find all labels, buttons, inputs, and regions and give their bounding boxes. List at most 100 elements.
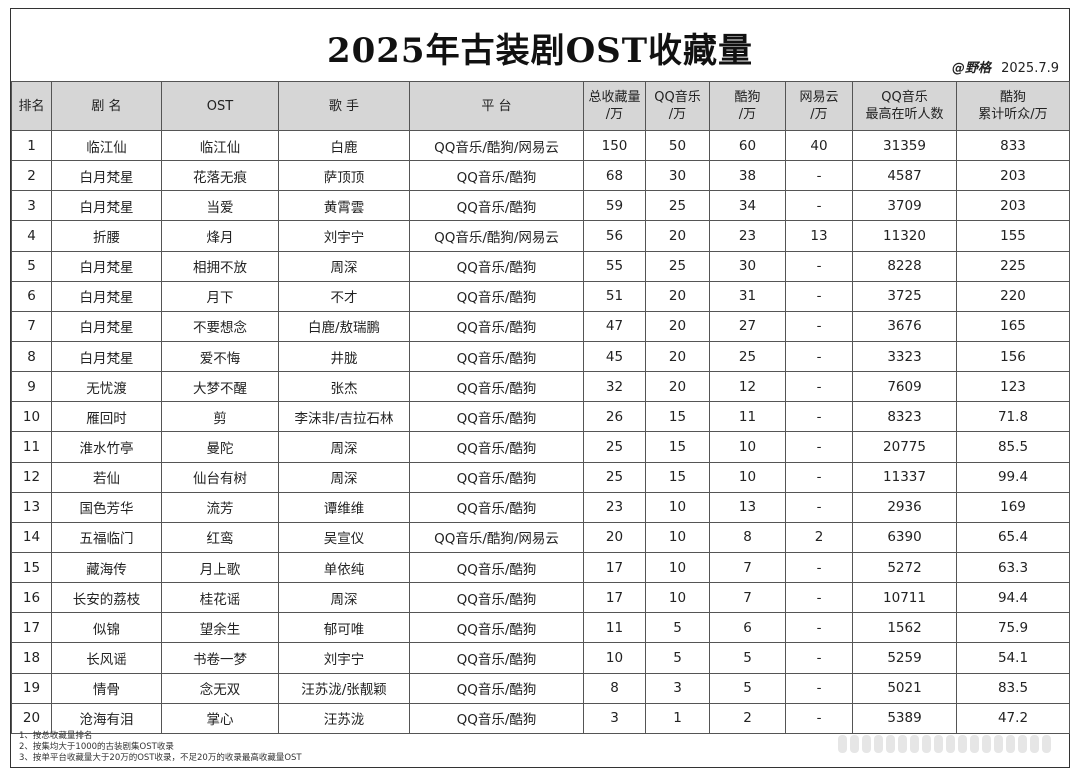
table-cell: - — [785, 160, 853, 192]
table-cell: 13 — [785, 220, 853, 252]
table-cell: 20 — [645, 371, 710, 403]
table-cell: 汪苏泷/张靓颖 — [278, 672, 410, 704]
table-cell: 五福临门 — [51, 521, 162, 553]
table-cell: 15 — [645, 431, 710, 463]
table-row: 1 临江仙 临江仙 白鹿 QQ音乐/酷狗/网易云 150 50 60 40 31359 833 — [11, 129, 1070, 162]
table-cell: 65.4 — [956, 521, 1070, 553]
footnote: 1、按总收藏量排名 — [19, 731, 93, 741]
table-cell: - — [785, 551, 853, 584]
table-cell: QQ音乐/酷狗/网易云 — [409, 220, 584, 252]
table-cell: 32 — [583, 371, 646, 403]
table-cell: 8228 — [852, 250, 957, 282]
title-bar: 2025年古装剧OST收藏量 @野格 2025.7.9 — [11, 9, 1069, 82]
table-cell: 2 — [709, 702, 786, 734]
table-cell: 国色芳华 — [51, 491, 162, 523]
table-row: 12 若仙 仙台有树 周深 QQ音乐/酷狗 25 15 10-11337 99.4 — [11, 461, 1070, 493]
table-cell: 刘宇宁 — [278, 642, 410, 674]
table-cell: 59 — [583, 190, 646, 222]
watermark — [838, 735, 1051, 753]
table-cell: 白月梵星 — [51, 190, 162, 222]
table-cell: 16 — [11, 582, 52, 614]
table-cell: 白月梵星 — [51, 310, 162, 342]
table-cell: 25 — [645, 190, 710, 222]
table-cell: 20 — [645, 280, 710, 312]
table-cell: 井胧 — [278, 340, 410, 373]
table-cell: 63.3 — [956, 551, 1070, 584]
table-cell: 临江仙 — [51, 129, 162, 162]
table-cell: 吴宣仪 — [278, 521, 410, 553]
table-cell: 4587 — [852, 160, 957, 192]
table-cell: QQ音乐/酷狗 — [409, 672, 584, 704]
table-cell: QQ音乐/酷狗 — [409, 642, 584, 674]
column-header: 总收藏量/万 — [583, 81, 646, 131]
ost-ranking-table: 排名剧 名 OST 歌 手平 台总收藏量/万 QQ音乐/万 酷狗/万 网易云/万 QQ音乐最… — [11, 81, 1070, 734]
table-row: 6 白月梵星 月下 不才 QQ音乐/酷狗 51 20 31-3725 220 — [11, 280, 1070, 312]
table-cell: 望余生 — [161, 612, 279, 644]
table-cell: 71.8 — [956, 401, 1070, 433]
table-row: 18 长风谣 书卷一梦 刘宇宁 QQ音乐/酷狗 10 5 5-5259 54.1 — [11, 642, 1070, 674]
table-frame: 2025年古装剧OST收藏量 @野格 2025.7.9 排名 剧 名 OST 歌 手 平… — [10, 8, 1070, 768]
table-cell: 10711 — [852, 582, 957, 614]
table-cell: 68 — [583, 160, 646, 192]
table-cell: 10 — [709, 461, 786, 493]
table-cell: 11320 — [852, 220, 957, 252]
table-cell: 11 — [11, 431, 52, 463]
table-cell: 8 — [583, 672, 646, 704]
table-cell: 54.1 — [956, 642, 1070, 674]
column-header: 网易云/万 — [785, 81, 853, 131]
page-title: 2025年古装剧OST收藏量 — [326, 31, 754, 71]
table-cell: 10 — [645, 551, 710, 584]
column-header: 剧 名 — [51, 81, 162, 131]
table-cell: 20 — [645, 220, 710, 252]
table-cell: 折腰 — [51, 220, 162, 252]
column-header: 平 台 — [409, 81, 584, 131]
table-cell: 20 — [645, 340, 710, 373]
table-cell: - — [785, 371, 853, 403]
table-cell: 3676 — [852, 310, 957, 342]
table-cell: - — [785, 582, 853, 614]
table-cell: 20775 — [852, 431, 957, 463]
column-header: 排名 — [11, 81, 52, 131]
table-cell: 8 — [11, 340, 52, 373]
table-cell: 5259 — [852, 642, 957, 674]
table-cell: 15 — [645, 401, 710, 433]
table-cell: QQ音乐/酷狗 — [409, 280, 584, 312]
table-cell: 5 — [645, 612, 710, 644]
table-row: 5 白月梵星 相拥不放 周深 QQ音乐/酷狗 55 25 30-8228 225 — [11, 250, 1070, 282]
table-cell: 2936 — [852, 491, 957, 523]
table-cell: 47.2 — [956, 702, 1070, 734]
table-cell: 1562 — [852, 612, 957, 644]
table-cell: QQ音乐/酷狗 — [409, 551, 584, 584]
table-cell: QQ音乐/酷狗 — [409, 461, 584, 493]
table-cell: 60 — [709, 129, 786, 162]
table-cell: 不要想念 — [161, 310, 279, 342]
table-cell: 20 — [583, 521, 646, 553]
table-cell: 7609 — [852, 371, 957, 403]
table-cell: 桂花谣 — [161, 582, 279, 614]
column-header-line: /万 — [810, 107, 828, 122]
table-cell: 沧海有泪 — [51, 702, 162, 734]
column-header-line: 总收藏量 — [588, 90, 641, 105]
table-cell: 51 — [583, 280, 646, 312]
table-cell: 30 — [709, 250, 786, 282]
table-cell: - — [785, 250, 853, 282]
table-cell: 仙台有树 — [161, 461, 279, 493]
table-cell: 大梦不醒 — [161, 371, 279, 403]
table-cell: 10 — [645, 582, 710, 614]
table-cell: 不才 — [278, 280, 410, 312]
table-cell: 3709 — [852, 190, 957, 222]
table-cell: 淮水竹亭 — [51, 431, 162, 463]
column-header-line: /万 — [738, 107, 757, 122]
table-cell: 白月梵星 — [51, 340, 162, 373]
table-cell: 2 — [785, 521, 853, 553]
table-cell: 5 — [11, 250, 52, 282]
table-body: 1 临江仙 临江仙 白鹿 QQ音乐/酷狗/网易云 150 50 60 40 31359 833 2 白月… — [11, 129, 1070, 734]
credit: @野格 2025.7.9 — [952, 57, 1059, 76]
column-header-line: 酷狗 — [734, 90, 761, 105]
table-cell: 6 — [11, 280, 52, 312]
table-cell: 9 — [11, 371, 52, 403]
column-header-line: 网易云 — [799, 90, 839, 105]
table-cell: 75.9 — [956, 612, 1070, 644]
table-row: 10 雁回时剪李沫非/吉拉石林 QQ音乐/酷狗 26 15 11-8323 71.8 — [11, 401, 1070, 433]
table-cell: 5021 — [852, 672, 957, 704]
